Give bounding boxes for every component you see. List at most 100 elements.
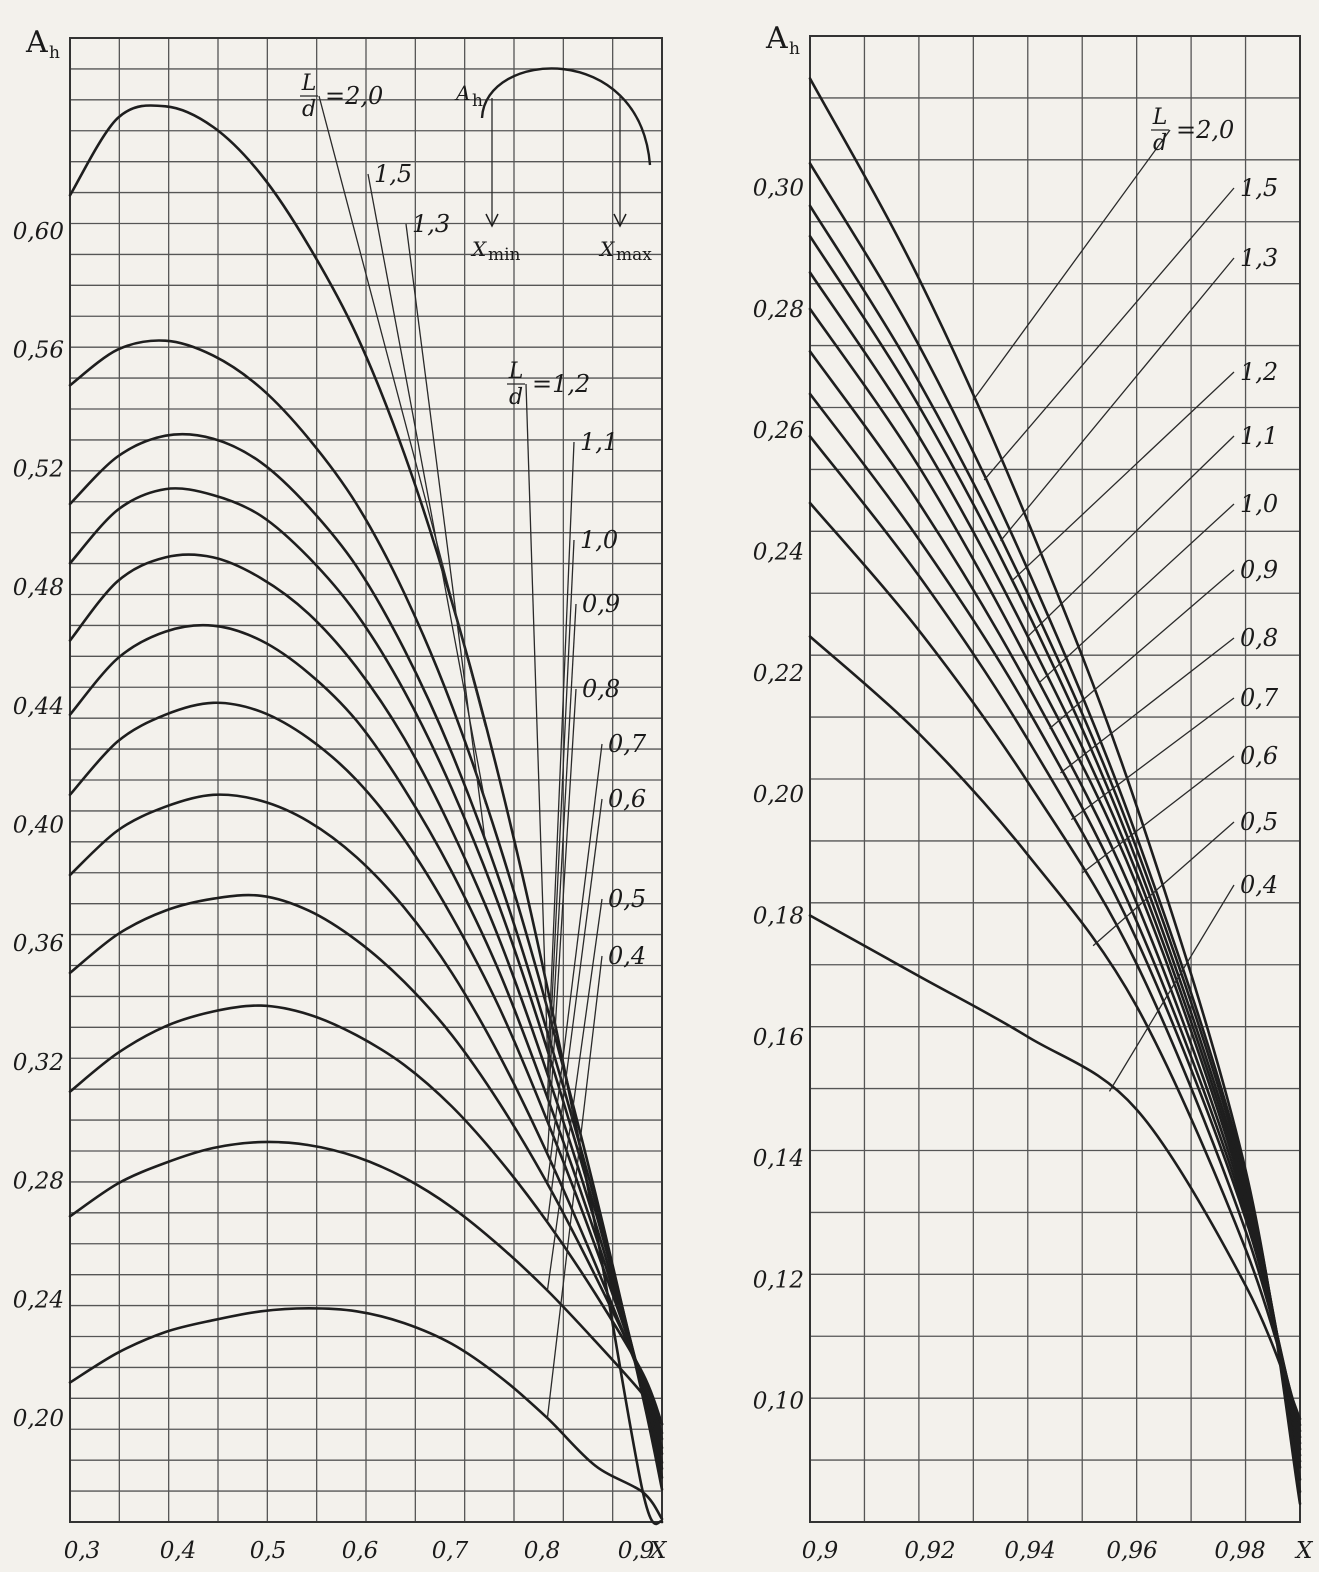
inset-y-label-sub: h — [472, 91, 483, 111]
leader-line — [405, 223, 486, 843]
left-x-tick-label: 0,6 — [342, 1538, 379, 1564]
inset-arrowhead — [613, 213, 627, 228]
right-legend-fraction-denominator: d — [1153, 131, 1167, 156]
left-y-tick-label: 0,52 — [13, 456, 64, 482]
leader-line — [546, 688, 577, 1155]
curve-label: 1,5 — [374, 160, 412, 188]
curve-label: 0,7 — [1240, 684, 1279, 712]
left-y-axis-title: A — [25, 25, 48, 60]
left-legend-fraction-numerator: L — [508, 359, 524, 384]
left-series-line-0-4 — [68, 1306, 664, 1521]
left-curve-labels: Ld =2,0 1,51,3 Ld =1,2 1,1 1,0 0,9 0,8 0,7 0,6 0,5 0… — [300, 71, 647, 1419]
left-series-line-1-1 — [68, 553, 664, 1464]
left-series-line-1-3 — [68, 432, 664, 1479]
left-y-tick-label: 0,60 — [13, 219, 64, 245]
left-chart: A h X 0,20 0,24 0,28 0,32 0,36 0,40 0,44 0,48 0,… — [13, 25, 668, 1564]
right-y-tick-label: 0,12 — [753, 1267, 804, 1293]
right-y-tick-label: 0,28 — [753, 297, 804, 323]
left-y-tick-label: 0,24 — [13, 1287, 64, 1313]
left-y-tick-label: 0,20 — [13, 1406, 64, 1432]
left-series-line-0-7 — [68, 893, 664, 1435]
curve-label: =2,0 — [1176, 116, 1234, 144]
leader-line — [367, 173, 486, 804]
right-x-axis-title: X — [1294, 1538, 1314, 1564]
curve-label: 0,5 — [1240, 808, 1278, 836]
curve-label: 1,2 — [1240, 358, 1278, 386]
inset-xmax-label-sub: max — [616, 245, 652, 265]
right-legend-fraction-numerator: L — [1152, 105, 1168, 130]
right-y-tick-label: 0,24 — [753, 540, 804, 566]
left-y-tick-label: 0,48 — [13, 575, 64, 601]
leader-line — [546, 441, 575, 1074]
inset-curve — [480, 67, 652, 166]
left-legend-fraction-numerator: L — [301, 71, 317, 96]
right-x-tick-label: 0,92 — [904, 1538, 955, 1564]
left-y-tick-label: 0,56 — [13, 338, 64, 364]
left-y-tick-label: 0,44 — [13, 694, 64, 720]
leader-line — [1049, 569, 1235, 730]
curve-label: 0,6 — [1240, 742, 1278, 770]
curve-label: 1,0 — [580, 526, 618, 554]
leader-line — [546, 539, 575, 1098]
leader-line — [1060, 637, 1235, 774]
curve-label: 0,4 — [1240, 871, 1278, 899]
left-series-line-0-8 — [68, 793, 664, 1441]
leader-line — [546, 603, 577, 1122]
right-x-tick-label: 0,96 — [1106, 1538, 1157, 1564]
right-series-line-0-6 — [808, 501, 1302, 1433]
right-series-line-1-2 — [808, 234, 1302, 1469]
left-series-group — [68, 104, 664, 1526]
left-series-line-0-6 — [68, 1004, 664, 1426]
curve-label: 1,0 — [1240, 490, 1278, 518]
leader-line — [546, 955, 603, 1419]
leader-line — [525, 383, 549, 1051]
left-grid — [69, 37, 663, 1523]
right-chart: A h X 0,10 0,12 0,14 0,16 0,18 0,20 0,22 0,24 0,… — [753, 21, 1314, 1564]
right-y-tick-label: 0,20 — [753, 782, 804, 808]
left-y-tick-label: 0,32 — [13, 1050, 64, 1076]
right-y-tick-label: 0,14 — [753, 1146, 804, 1172]
right-x-tick-label: 0,9 — [802, 1538, 839, 1564]
leader-line — [546, 898, 603, 1291]
curve-label: 1,1 — [1240, 422, 1278, 450]
left-plot-frame — [69, 37, 663, 1523]
curve-label: 1,3 — [1240, 244, 1278, 272]
right-series-line-2-0 — [808, 77, 1302, 1506]
left-x-tick-label: 0,5 — [250, 1538, 287, 1564]
curve-label: 0,7 — [608, 730, 647, 758]
right-series-group — [808, 77, 1302, 1506]
right-y-tick-label: 0,10 — [753, 1389, 804, 1415]
right-plot-frame — [809, 35, 1301, 1523]
left-y-tick-label: 0,36 — [13, 931, 64, 957]
right-series-line-1-5 — [808, 162, 1302, 1493]
curve-label: 0,5 — [608, 885, 646, 913]
curve-label: 0,9 — [1240, 556, 1278, 584]
curve-label: 1,5 — [1240, 174, 1278, 202]
left-series-line-0-5 — [68, 1140, 664, 1426]
curve-label: 0,8 — [1240, 624, 1278, 652]
curve-label: 0,4 — [608, 942, 646, 970]
right-series-line-1-0 — [808, 307, 1302, 1457]
inset-arrowhead — [485, 213, 499, 228]
inset-xmin-label-sub: min — [488, 245, 521, 265]
left-x-tick-label: 0,9 — [618, 1538, 655, 1564]
right-y-tick-label: 0,18 — [753, 903, 804, 929]
right-curve-labels: Ld =2,0 1,5 1,3 1,2 1,1 1,0 0,9 0,8 0,7 0,6 0,5 0,4 — [972, 105, 1279, 1092]
leader-line — [1092, 821, 1235, 947]
leader-line — [1070, 697, 1235, 821]
right-y-tick-label: 0,16 — [753, 1025, 804, 1051]
right-y-tick-label: 0,26 — [753, 418, 804, 444]
right-series-line-0-8 — [808, 392, 1302, 1445]
curve-label: =2,0 — [325, 82, 383, 110]
left-x-tick-label: 0,7 — [432, 1538, 469, 1564]
leader-line — [546, 743, 603, 1184]
leader-line — [1010, 371, 1235, 582]
left-legend-fraction-denominator: d — [509, 385, 523, 410]
left-x-tick-label: 0,8 — [524, 1538, 561, 1564]
left-series-line-1-2 — [68, 487, 664, 1470]
curve-label: 0,8 — [582, 675, 620, 703]
curve-label: 1,1 — [580, 428, 618, 456]
leader-line — [1038, 503, 1235, 684]
